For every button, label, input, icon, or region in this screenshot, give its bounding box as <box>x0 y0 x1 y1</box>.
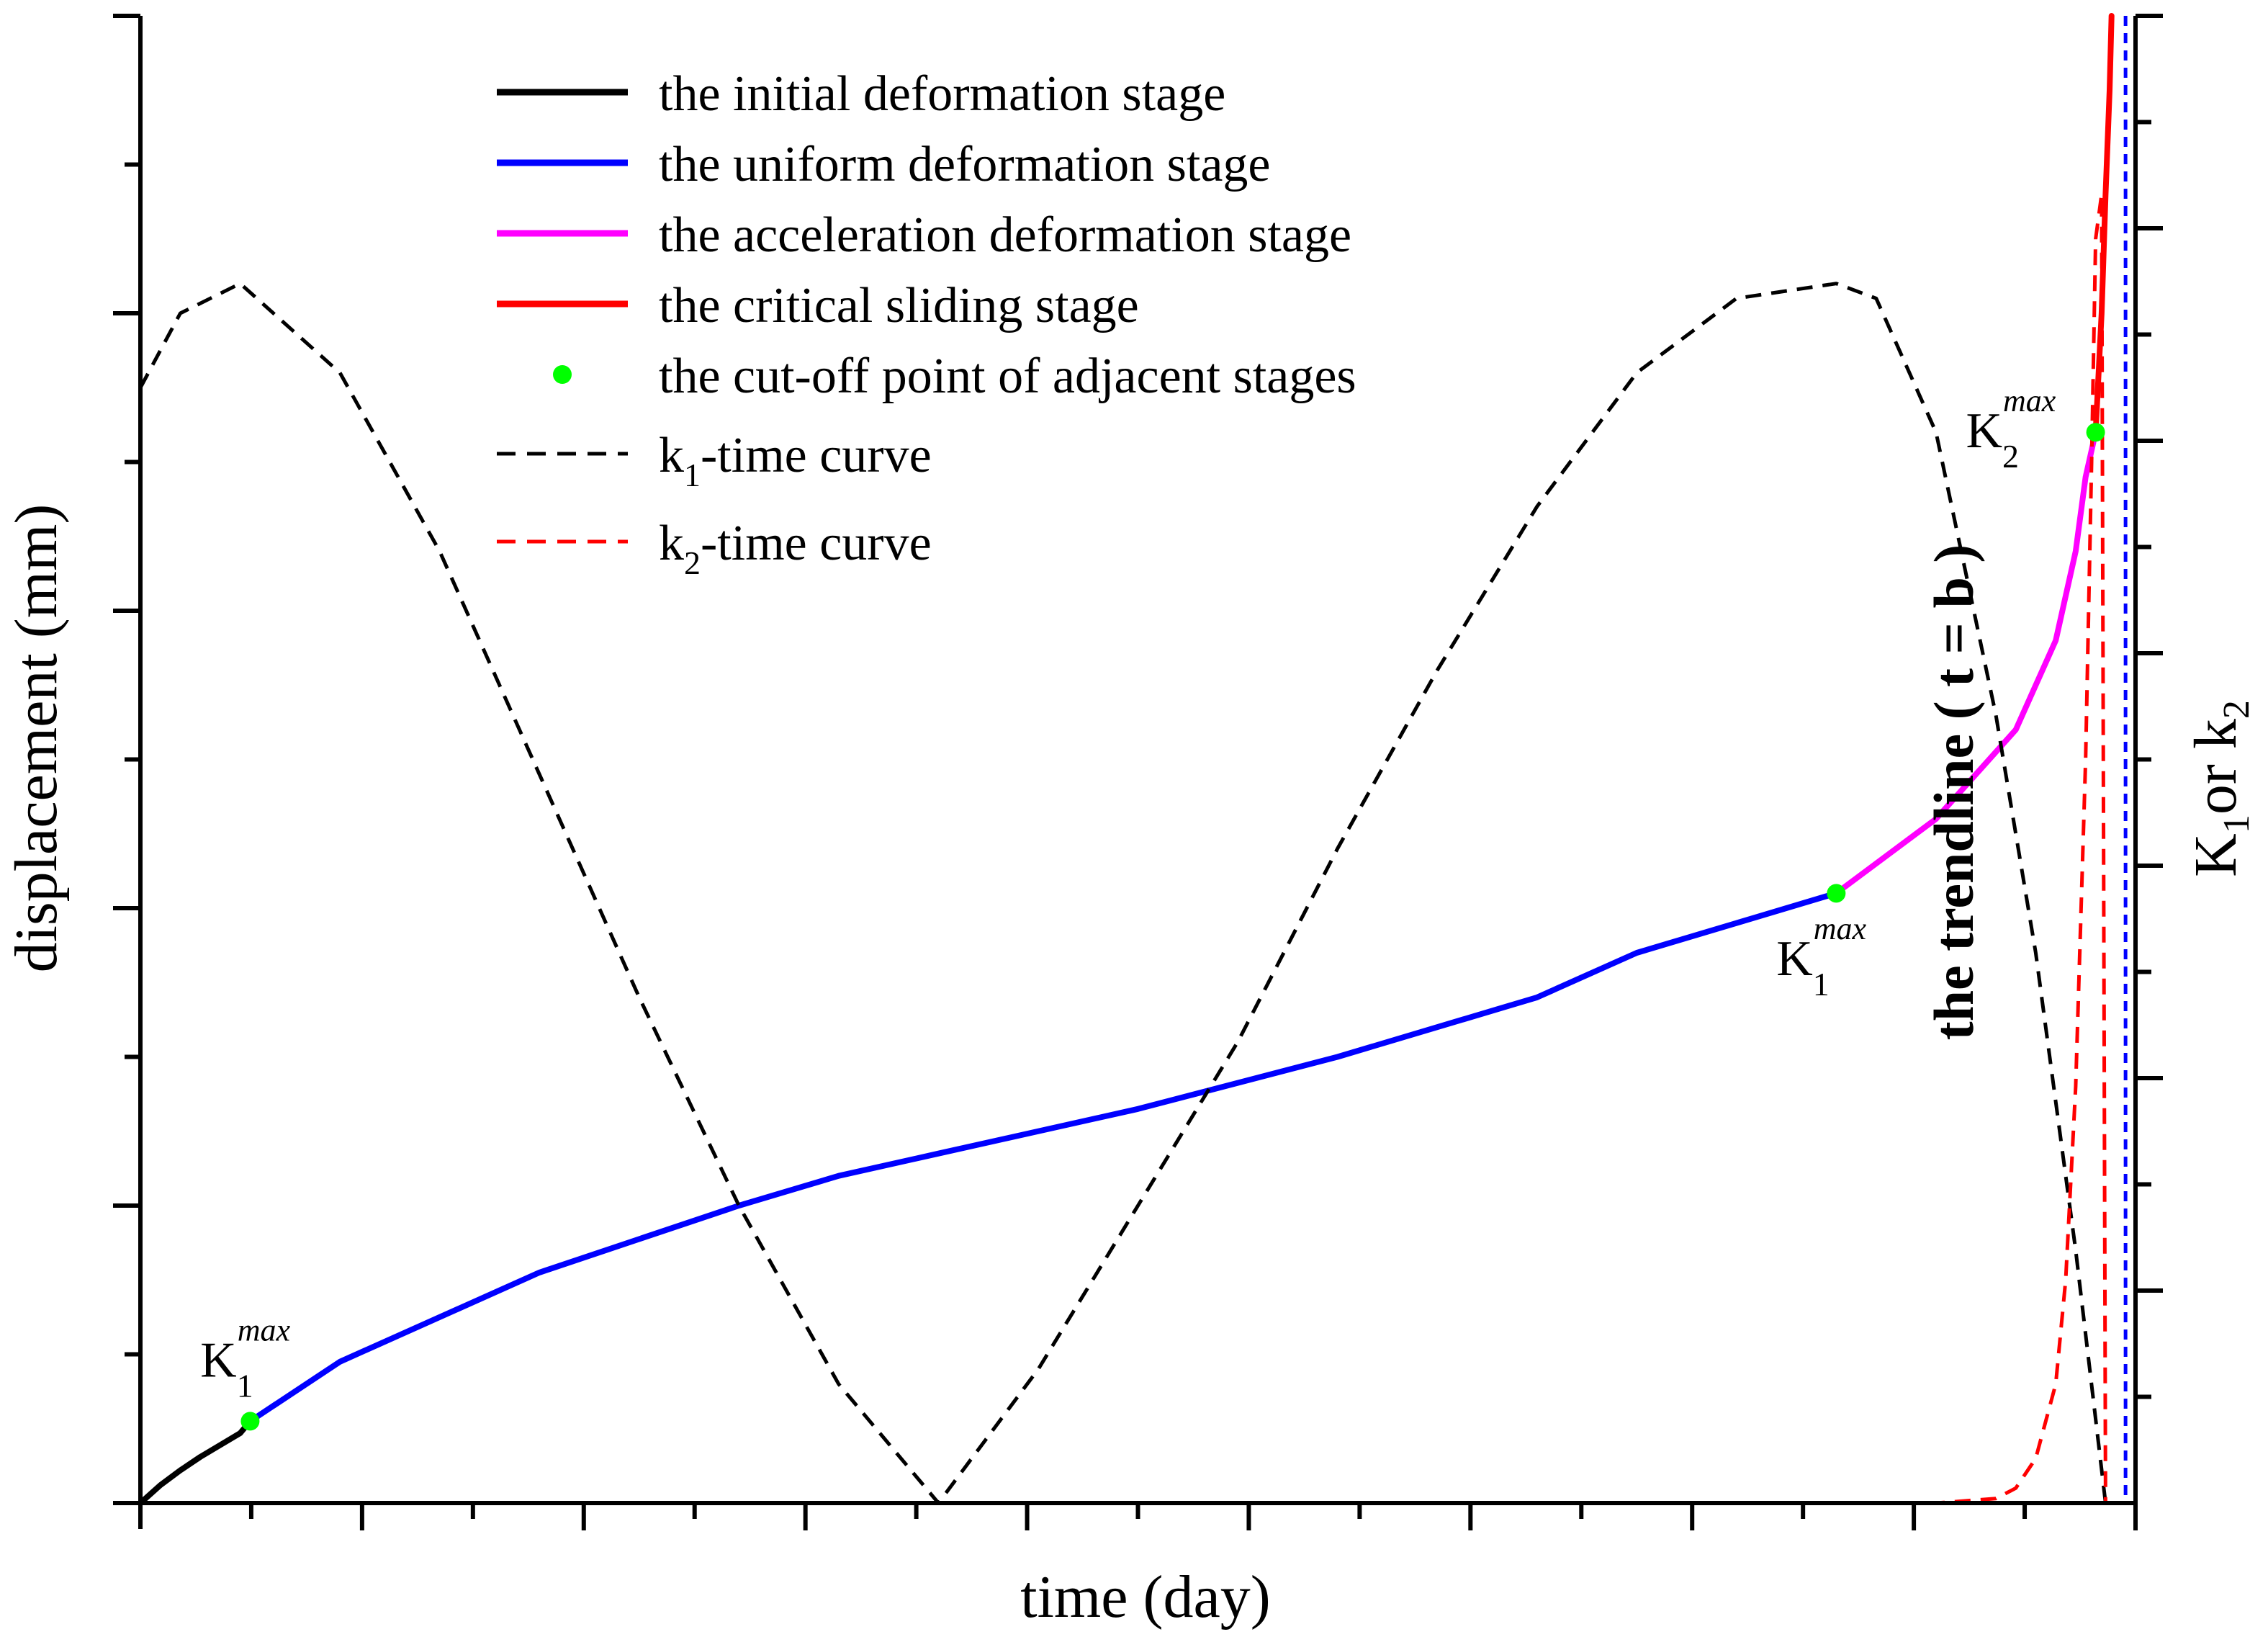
legend-label-6: k1-time curve <box>659 428 932 493</box>
annotation-sub: 1 <box>1813 966 1830 1003</box>
legend-label-suffix: -time curve <box>701 516 932 571</box>
legend-label-7: k2-time curve <box>659 516 932 581</box>
x-axis-label: time (day) <box>1020 1564 1271 1631</box>
cutoff-point-1 <box>240 1412 260 1431</box>
axes-layer <box>113 14 2163 1530</box>
series-k2-time-curve <box>140 192 2107 1505</box>
y-axis-label-right-mid: or k <box>2182 719 2249 815</box>
y-axis-label-right: K1or k2 <box>2182 700 2257 877</box>
legend: the initial deformation stage the uniform… <box>497 66 1356 581</box>
series-the-critical-sliding-stage <box>2092 13 2115 436</box>
annotation-sub: 1 <box>237 1367 253 1404</box>
series-layer <box>138 13 2128 1506</box>
series-the-uniform-deformation-stage <box>247 890 1840 1425</box>
annotation-k-max-1: K1 max <box>200 1312 290 1404</box>
trendline-label: the trendline ( t = b ) <box>1922 544 1985 1041</box>
legend-label-1: the initial deformation stage <box>659 66 1225 122</box>
legend-label-4: the critical sliding stage <box>659 278 1139 333</box>
annotation-sup: max <box>1814 911 1867 946</box>
legend-label-sub: 2 <box>684 544 701 581</box>
legend-label-sub: 1 <box>684 457 701 493</box>
y-axis-label-left: displacement (mm) <box>3 504 70 973</box>
legend-marker-cutoff <box>553 365 572 384</box>
y-axis-label-right-sub2: 2 <box>2216 700 2257 719</box>
annotation-k-max-2: K1 max <box>1776 911 1866 1003</box>
series-the-initial-deformation-stage <box>138 1418 253 1506</box>
legend-label-base: k <box>659 428 684 483</box>
y-axis-label-right-k: K <box>2182 833 2249 877</box>
y-axis-label-right-sub1: 1 <box>2216 815 2257 833</box>
annotation-base: K <box>200 1332 237 1388</box>
annotation-sup: max <box>238 1312 291 1347</box>
legend-label-suffix: -time curve <box>701 428 932 483</box>
annotation-base: K <box>1776 931 1813 987</box>
cutoff-point-2 <box>1827 884 1846 903</box>
annotation-sup: max <box>2003 383 2056 418</box>
legend-label-2: the uniform deformation stage <box>659 137 1270 192</box>
annotation-k-max-3: K2 max <box>1966 383 2056 475</box>
annotation-sub: 2 <box>2002 438 2019 475</box>
legend-label-5: the cut-off point of adjacent stages <box>659 349 1356 404</box>
cutoff-point-3 <box>2086 423 2105 442</box>
legend-label-3: the acceleration deformation stage <box>659 207 1351 263</box>
annotation-base: K <box>1966 403 2002 459</box>
series-the-acceleration-deformation-stage <box>1833 429 2099 897</box>
legend-label-base: k <box>659 516 684 571</box>
